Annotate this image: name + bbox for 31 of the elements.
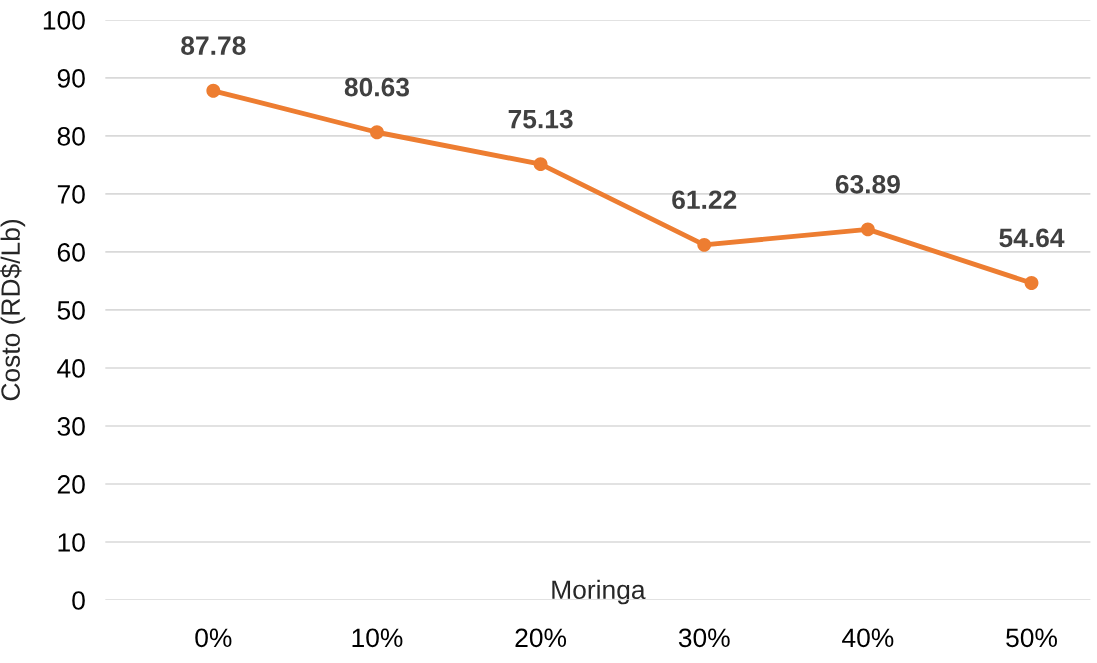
x-tick-label: 40%	[842, 628, 894, 648]
y-tick-label: 60	[57, 243, 85, 262]
y-tick-label: 100	[43, 11, 85, 30]
data-label: 75.13	[508, 109, 573, 129]
y-tick-label: 30	[57, 417, 85, 436]
y-tick-label: 90	[57, 69, 85, 88]
y-tick-label: 0	[72, 591, 85, 610]
x-tick-label: 10%	[352, 628, 403, 648]
y-tick-label: 20	[57, 475, 85, 494]
point	[697, 237, 712, 252]
point	[533, 157, 548, 172]
data-label: 63.89	[835, 174, 900, 194]
x-tick-label: 30%	[678, 628, 730, 648]
x-tick-label: 20%	[515, 628, 567, 648]
data-label: 61.22	[672, 190, 737, 210]
data-label: 87.78	[181, 36, 246, 56]
point	[1024, 276, 1039, 290]
point	[370, 125, 384, 140]
x-tick-label: 50%	[1006, 628, 1057, 648]
y-tick-label: 50	[57, 301, 85, 320]
point	[860, 222, 875, 237]
x-axis-title: Moringa	[552, 579, 646, 605]
y-tick-label: 70	[57, 185, 85, 204]
data-label: 54.64	[999, 228, 1065, 248]
point	[206, 83, 221, 98]
y-tick-label: 80	[57, 127, 85, 146]
y-axis-title: Costo (RD$/Lb)	[0, 219, 26, 401]
y-tick-label: 10	[58, 533, 85, 552]
y-tick-label: 40	[57, 359, 85, 378]
x-tick-label: 0%	[195, 628, 232, 648]
data-label: 80.63	[344, 77, 410, 97]
